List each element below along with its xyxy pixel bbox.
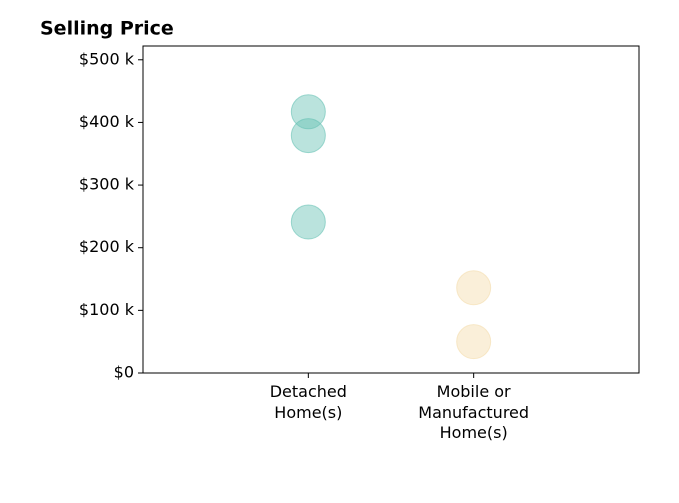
y-tick-label: $300 k — [79, 175, 135, 194]
y-tick-label: $0 — [114, 363, 134, 382]
y-tick-label: $500 k — [79, 49, 135, 68]
point — [290, 94, 326, 130]
y-tick-label: $200 k — [79, 237, 135, 256]
point — [456, 324, 492, 360]
point — [456, 270, 492, 306]
y-tick-label: $100 k — [79, 300, 135, 319]
plot-frame — [142, 45, 640, 374]
x-tick-label: Detached Home(s) — [269, 382, 347, 422]
y-tick-label: $400 k — [79, 112, 135, 131]
point — [290, 204, 326, 240]
chart-title: Selling Price — [40, 18, 174, 40]
x-tick-label: Mobile or Manufactured Home(s) — [418, 382, 530, 442]
point — [290, 118, 326, 154]
